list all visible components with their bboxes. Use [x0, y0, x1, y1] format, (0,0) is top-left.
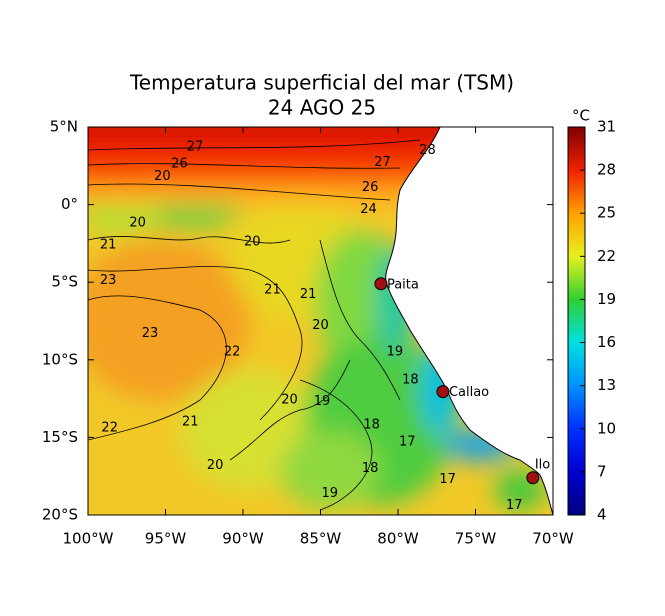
lon-tick-label: 95°W: [145, 530, 187, 548]
sst-field: [88, 127, 553, 515]
map-title: Temperatura superficial del mar (TSM): [129, 71, 514, 95]
lon-tick-label: 85°W: [300, 530, 342, 548]
colorbar-tick-label: 31: [597, 118, 616, 136]
contour-label: 27: [374, 155, 391, 170]
colorbar-unit: °C: [572, 107, 590, 125]
lat-tick-label: 5°N: [50, 118, 78, 136]
contour-label: 20: [312, 318, 329, 333]
city-label: Ilo: [535, 457, 550, 472]
contour-label: 27: [187, 140, 204, 155]
colorbar-tick-label: 13: [597, 376, 616, 394]
contour-label: 23: [100, 273, 117, 288]
land: [88, 127, 553, 515]
contour-label: 18: [402, 372, 419, 387]
contour-label: 19: [322, 486, 339, 501]
lon-tick-label: 90°W: [222, 530, 264, 548]
colorbar-tick-label: 28: [597, 161, 616, 179]
contour-label: 17: [439, 472, 456, 487]
contour-label: 17: [506, 498, 523, 513]
contour-label: 24: [360, 202, 377, 217]
colorbar-tick-label: 25: [597, 204, 616, 222]
contour-label: 28: [419, 143, 436, 158]
contour-label: 18: [362, 461, 379, 476]
map-subtitle: 24 AGO 25: [268, 96, 376, 120]
contour-label: 21: [182, 414, 199, 429]
lon-tick-label: 100°W: [63, 530, 114, 548]
lon-tick-label: 80°W: [377, 530, 419, 548]
colorbar-tick-label: 22: [597, 247, 616, 265]
colorbar: [567, 126, 586, 516]
contour-label: 21: [100, 237, 117, 252]
contour-label: 20: [207, 458, 224, 473]
lat-tick-label: 0°: [61, 195, 78, 213]
lat-tick-label: 15°S: [42, 428, 78, 446]
contour-label: 19: [387, 345, 404, 360]
lat-tick-label: 10°S: [42, 350, 78, 368]
contour-label: 26: [362, 180, 379, 195]
lat-tick-label: 20°S: [42, 506, 78, 524]
contour-label: 26: [171, 157, 188, 172]
lon-tick-label: 70°W: [532, 530, 574, 548]
contour-label: 20: [244, 234, 261, 249]
contour-label: 22: [224, 345, 241, 360]
colorbar-tick-label: 7: [597, 462, 607, 480]
city-marker: [436, 385, 450, 399]
contour-label: 20: [281, 393, 298, 408]
contour-label: 20: [154, 169, 171, 184]
contour-label: 18: [363, 417, 380, 432]
colorbar-tick-label: 16: [597, 333, 616, 351]
colorbar-tick-label: 19: [597, 290, 616, 308]
contour-label: 20: [129, 216, 146, 231]
city-label: Callao: [449, 385, 489, 400]
colorbar-tick-label: 10: [597, 419, 616, 437]
contour-label: 23: [142, 326, 159, 341]
contour-label: 17: [399, 435, 416, 450]
city-label: Paita: [387, 277, 419, 292]
lat-tick-label: 5°S: [51, 273, 78, 291]
city-marker: [374, 277, 388, 291]
contour-label: 21: [264, 282, 281, 297]
contour-label: 22: [101, 421, 118, 436]
contour-label: 19: [314, 394, 331, 409]
city-marker: [526, 471, 540, 485]
colorbar-tick-label: 4: [597, 506, 607, 524]
contour-label: 21: [300, 287, 317, 302]
lon-tick-label: 75°W: [455, 530, 497, 548]
